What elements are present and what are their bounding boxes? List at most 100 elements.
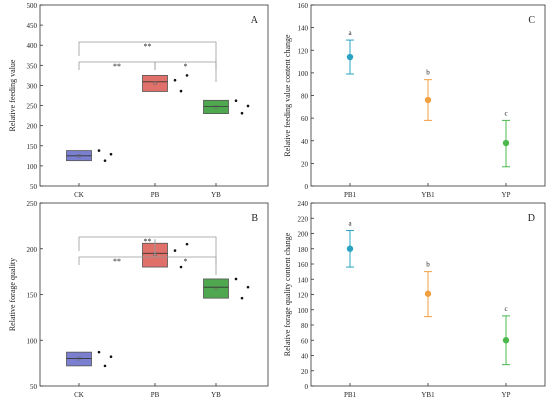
box-mean	[153, 81, 157, 85]
box-body	[203, 278, 229, 299]
box-mean	[214, 105, 218, 109]
y-tick-label: 0	[305, 183, 309, 191]
significance-letter: b	[426, 69, 430, 77]
y-tick-label: 350	[27, 62, 38, 70]
y-axis-label: Relative feeding value	[8, 59, 17, 131]
mean-point	[502, 337, 510, 344]
data-point	[103, 364, 107, 368]
x-tick-label: PB	[151, 191, 160, 199]
y-tick-label: 40	[301, 353, 309, 361]
panel-label: C	[528, 15, 535, 26]
panel-c: C 0 20 40 60 80 100 120 140 160 Relative feeding v…	[283, 2, 546, 199]
y-tick-label: 240	[298, 200, 309, 208]
data-point	[240, 296, 244, 300]
data-point	[185, 242, 189, 246]
x-tick-label: CK	[74, 391, 84, 399]
errorbar-yb1: b	[424, 261, 432, 318]
y-tick-label: 120	[298, 47, 309, 55]
significance-label: *	[184, 62, 188, 71]
y-tick-label: 100	[27, 337, 38, 345]
errorbar-yp: c	[502, 305, 510, 366]
data-point	[179, 89, 183, 93]
significance-letter: a	[348, 29, 352, 37]
x-tick-label: YB	[211, 391, 221, 399]
y-tick-label: 180	[298, 246, 309, 254]
data-point	[173, 249, 177, 252]
box-body	[142, 74, 168, 92]
significance-bracket	[78, 236, 217, 275]
box-pb	[142, 74, 189, 93]
box-mean	[214, 286, 218, 290]
y-tick-label: 150	[27, 292, 38, 300]
box-mean	[77, 154, 81, 158]
box-mean	[77, 356, 81, 361]
errorbar-yb1: b	[424, 69, 432, 121]
data-point	[109, 355, 113, 359]
y-tick-label: 50	[30, 183, 38, 191]
significance-label: **	[113, 257, 121, 266]
box-pb	[142, 242, 189, 269]
data-point	[234, 99, 238, 103]
y-axis-label: Relative forage quality	[8, 258, 17, 331]
y-tick-label: 300	[27, 82, 38, 90]
data-point	[179, 265, 183, 269]
y-tick-label: 120	[298, 292, 309, 300]
significance-letter: c	[504, 305, 507, 313]
x-tick-label: CK	[74, 191, 84, 199]
x-tick-label: PB1	[344, 191, 357, 199]
y-tick-label: 160	[298, 261, 309, 269]
y-axis-label: Relative forage quality content change	[283, 232, 292, 356]
errorbar-pb1: a	[346, 29, 354, 75]
box-yb	[203, 277, 250, 300]
y-tick-label: 200	[298, 231, 309, 239]
panel-label: D	[528, 213, 535, 224]
y-tick-label: 60	[301, 115, 309, 123]
y-tick-label: 500	[27, 2, 38, 10]
y-tick-label: 150	[27, 143, 38, 151]
data-point	[185, 74, 189, 77]
data-point	[97, 149, 101, 152]
mean-point	[346, 53, 354, 61]
panel-b: B 50 100 150 200 250 Relative forage quality CK…	[8, 200, 269, 399]
x-tick-label: YB	[211, 191, 221, 199]
box-body	[66, 351, 92, 367]
errorbar-pb1: a	[346, 219, 354, 268]
mean-point	[424, 96, 432, 104]
y-tick-label: 80	[301, 322, 309, 330]
data-point	[97, 350, 101, 354]
y-tick-label: 160	[298, 2, 309, 10]
y-tick-label: 250	[27, 200, 38, 208]
significance-label: **	[144, 42, 152, 51]
y-tick-label: 140	[298, 276, 309, 284]
y-tick-label: 100	[298, 307, 309, 315]
y-tick-label: 140	[298, 25, 309, 33]
box-body	[203, 99, 229, 115]
x-tick-label: YB1	[421, 391, 435, 399]
box-ck	[66, 149, 113, 162]
y-tick-label: 250	[27, 103, 38, 111]
significance-label: **	[144, 237, 152, 246]
panel-label: A	[251, 15, 259, 26]
data-point	[234, 277, 238, 281]
significance-letter: c	[504, 109, 507, 117]
x-tick-label: YP	[502, 191, 511, 199]
x-tick-label: YP	[502, 391, 511, 399]
data-point	[246, 285, 250, 289]
y-tick-label: 40	[301, 138, 309, 146]
y-tick-label: 450	[27, 22, 38, 30]
plot-frame	[39, 4, 269, 187]
significance-label: *	[184, 257, 188, 266]
mean-point	[346, 245, 354, 252]
y-tick-label: 200	[27, 246, 38, 254]
panel-a: A 50 100 150 200 250 300 350 400 450 500 Relative f…	[8, 2, 269, 199]
panel-label: B	[251, 213, 258, 224]
errorbar-yp: c	[502, 109, 510, 168]
y-tick-label: 200	[27, 123, 38, 131]
box-yb	[203, 99, 250, 115]
significance-letter: b	[426, 261, 430, 269]
y-tick-label: 50	[30, 383, 38, 391]
y-tick-label: 100	[27, 163, 38, 171]
data-point	[173, 78, 177, 82]
data-point	[246, 104, 250, 108]
panel-d: D 0 20 40 60 80 100 120 140 160 180 200 220 240 Relati…	[283, 200, 546, 399]
